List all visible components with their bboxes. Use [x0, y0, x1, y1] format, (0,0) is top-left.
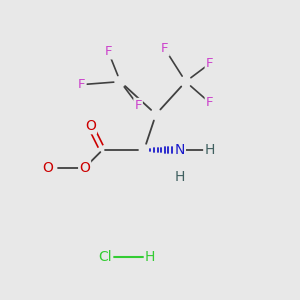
Text: F: F — [161, 42, 169, 56]
Text: F: F — [105, 45, 112, 58]
Text: H: H — [175, 170, 185, 184]
Text: Cl: Cl — [99, 250, 112, 264]
Text: N: N — [175, 143, 185, 157]
Text: F: F — [206, 57, 213, 70]
Text: O: O — [85, 119, 96, 133]
Text: F: F — [78, 78, 85, 91]
Text: O: O — [79, 161, 90, 175]
Text: F: F — [134, 99, 142, 112]
Text: F: F — [206, 96, 213, 109]
Text: H: H — [145, 250, 155, 264]
Text: H: H — [204, 143, 214, 157]
Text: O: O — [43, 161, 53, 175]
